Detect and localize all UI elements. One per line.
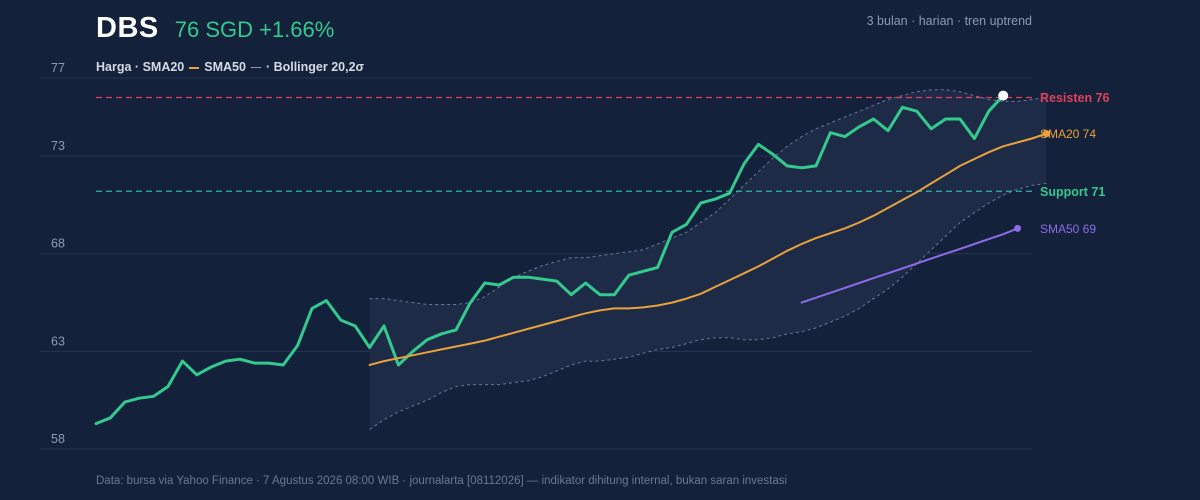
bollinger-upper-line <box>369 89 1047 305</box>
bollinger-lower-line <box>369 182 1047 430</box>
series-line-sma20 <box>368 132 1048 366</box>
y-tick-label-73: 73 <box>51 139 65 153</box>
price-last-marker <box>998 90 1009 101</box>
y-tick-label-58: 58 <box>51 432 65 446</box>
sma50-end-label: SMA50 69 <box>1040 222 1096 236</box>
price-change: 76 SGD +1.66% <box>174 17 335 42</box>
chart-legend: Harga · SMA20 SMA50 · Bollinger 20,2σ <box>96 60 364 74</box>
ticker-symbol: DBS <box>96 12 159 44</box>
chart-header: DBS 76 SGD +1.66% <box>96 12 334 48</box>
y-tick-label-77: 77 <box>51 61 65 75</box>
sma20-end-label: SMA20 74 <box>1040 127 1096 141</box>
sma20-last-marker <box>1042 130 1050 138</box>
y-tick-label-63: 63 <box>51 334 65 348</box>
bollinger-band-fill <box>369 89 1047 430</box>
resistance-label: Resisten 76 <box>1040 91 1110 105</box>
legend-bollinger-label: · Bollinger 20,2σ <box>265 60 365 74</box>
legend-sma20-swatch <box>189 66 200 69</box>
y-tick-label-68: 68 <box>51 237 65 251</box>
legend-price-label: Harga · <box>96 60 140 74</box>
series-line-harga <box>94 94 1005 426</box>
support-label: Support 71 <box>1040 185 1105 199</box>
sma50-last-marker <box>1014 224 1022 232</box>
legend-sma50-label: SMA50 <box>204 60 246 74</box>
timeframe-info: 3 bulan · harian · tren uptrend <box>866 14 1032 28</box>
source-footer: Data: bursa via Yahoo Finance · 7 Agustu… <box>96 475 788 487</box>
legend-sma20-label: SMA20 <box>142 60 185 74</box>
legend-bollinger-swatch <box>250 67 261 69</box>
series-line-sma50 <box>800 227 1019 304</box>
